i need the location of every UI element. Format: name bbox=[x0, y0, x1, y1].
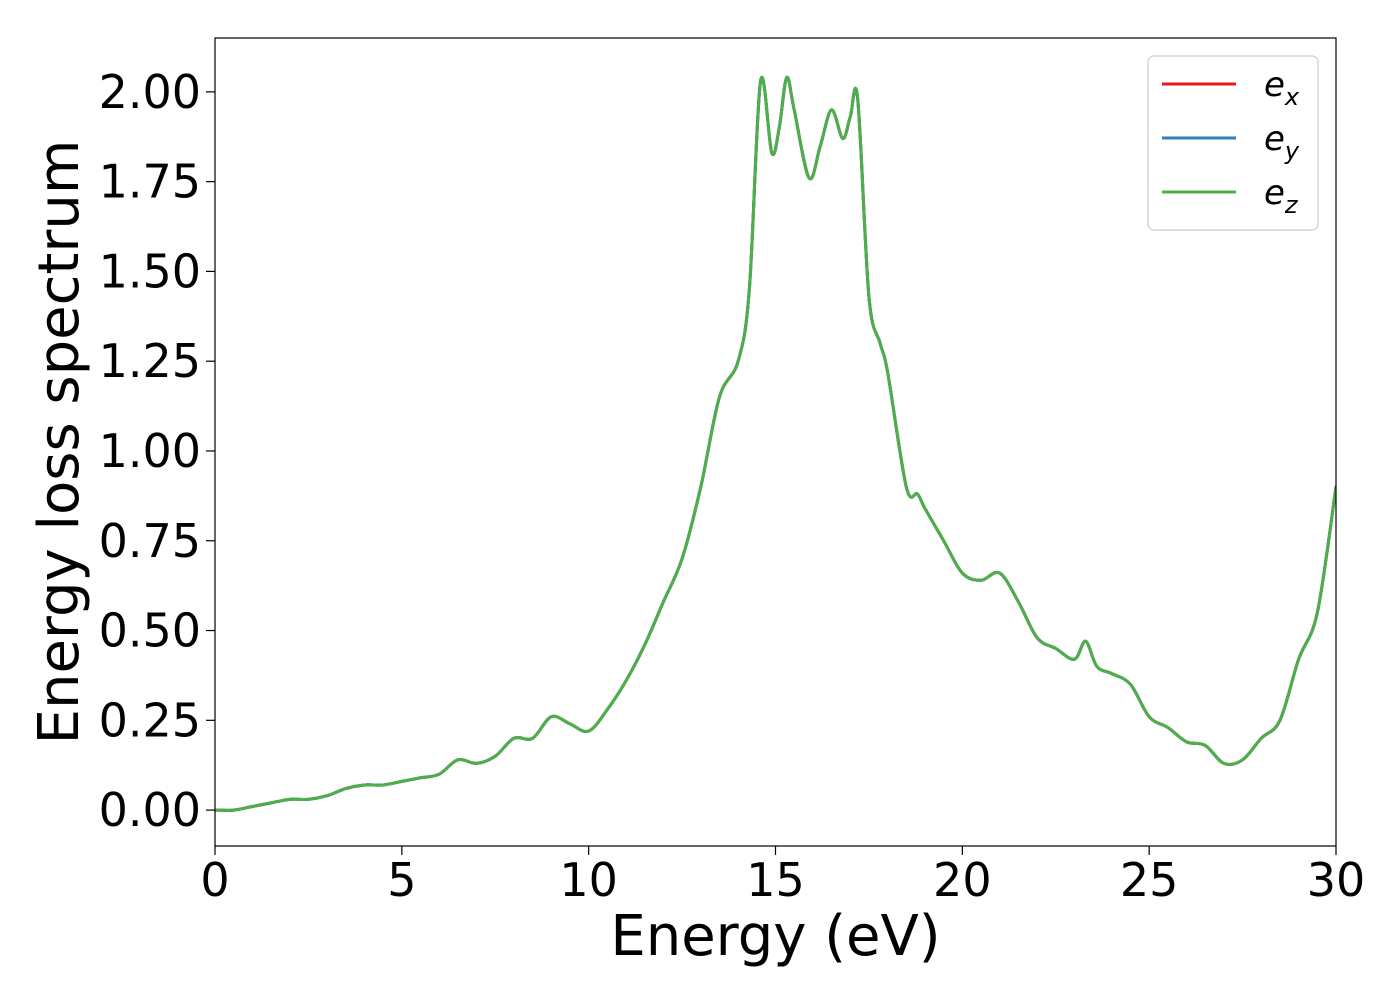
x-tick-label: 20 bbox=[933, 853, 992, 907]
x-tick-label: 25 bbox=[1120, 853, 1179, 907]
y-axis-title: Energy loss spectrum bbox=[27, 140, 92, 745]
x-tick-label: 15 bbox=[746, 853, 805, 907]
series-line-ez bbox=[215, 75, 1336, 812]
x-axis-title: Energy (eV) bbox=[610, 904, 940, 969]
x-tick-label: 30 bbox=[1307, 853, 1366, 907]
y-tick-label: 0.75 bbox=[99, 514, 201, 568]
legend-box bbox=[1147, 55, 1319, 231]
y-tick-label: 1.75 bbox=[99, 155, 201, 209]
y-tick-label: 2.00 bbox=[99, 65, 201, 119]
legend-label-ez: ez bbox=[1264, 173, 1299, 219]
legend: ex ey ez bbox=[1147, 55, 1319, 231]
y-tick-label: 0.50 bbox=[99, 604, 201, 658]
y-tick-label: 0.25 bbox=[99, 693, 201, 747]
y-tick-label: 1.00 bbox=[99, 424, 201, 478]
y-axis-ticks: 0.00 0.25 0.50 0.75 1.00 1.25 1.50 1.75 2.00 bbox=[99, 65, 215, 837]
x-tick-label: 5 bbox=[387, 853, 416, 907]
series-layer bbox=[215, 75, 1336, 812]
y-tick-label: 1.50 bbox=[99, 244, 201, 298]
y-tick-label: 0.00 bbox=[99, 783, 201, 837]
legend-label-ey: ey bbox=[1264, 119, 1300, 165]
x-axis-ticks: 0 5 10 15 20 25 30 bbox=[200, 846, 1365, 907]
x-tick-label: 10 bbox=[559, 853, 618, 907]
x-tick-label: 0 bbox=[200, 853, 229, 907]
legend-label-ex: ex bbox=[1264, 65, 1300, 111]
y-tick-label: 1.25 bbox=[99, 334, 201, 388]
